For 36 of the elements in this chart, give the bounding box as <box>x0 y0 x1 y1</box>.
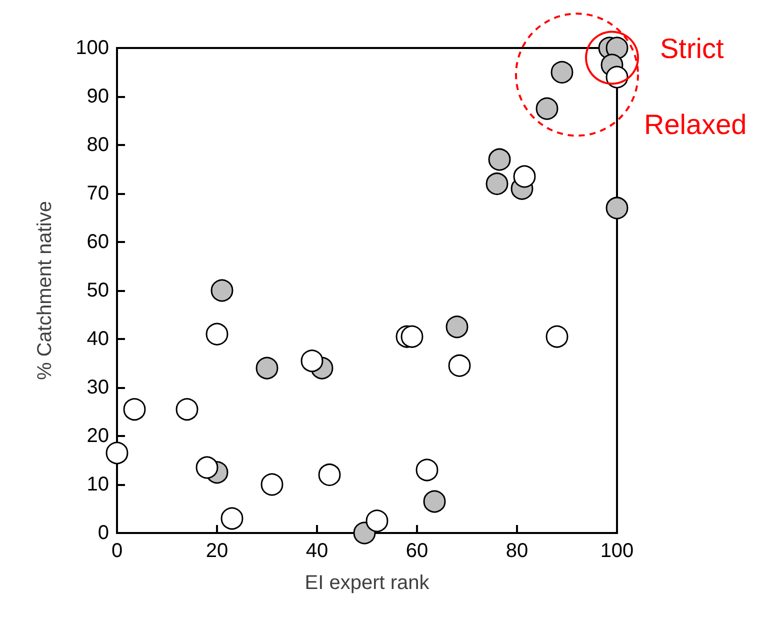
annotation: Relaxed <box>644 109 747 140</box>
point <box>300 350 324 372</box>
point <box>486 172 508 196</box>
y-tick-label: 10 <box>86 474 109 496</box>
point <box>106 442 128 464</box>
y-tick-label: 30 <box>86 376 109 398</box>
x-axis-title: EI expert rank <box>304 572 430 594</box>
point <box>536 97 558 120</box>
point <box>400 325 424 348</box>
y-axis-title: % Catchment native <box>34 201 56 380</box>
point <box>550 61 574 84</box>
annotation: Strict <box>660 33 724 64</box>
x-tick-label: 60 <box>406 540 428 562</box>
point <box>513 165 536 188</box>
y-tick-label: 50 <box>86 280 109 302</box>
y-tick-label: 90 <box>86 86 109 108</box>
point <box>366 510 388 532</box>
point <box>423 490 446 513</box>
y-tick-label: 0 <box>98 522 109 544</box>
point <box>210 279 234 302</box>
point <box>446 316 468 338</box>
x-tick-label: 0 <box>111 540 123 562</box>
point <box>256 356 278 380</box>
point <box>606 196 628 220</box>
x-tick-label: 40 <box>306 540 328 562</box>
x-tick-label: 80 <box>506 540 528 562</box>
y-tick-label: 100 <box>76 37 109 59</box>
y-tick-label: 40 <box>86 328 109 350</box>
y-tick-label: 70 <box>86 182 109 204</box>
point <box>196 456 218 479</box>
x-tick-label: 20 <box>206 540 228 562</box>
point <box>488 148 511 171</box>
x-tick-label: 100 <box>600 540 634 562</box>
y-tick-label: 60 <box>86 231 109 253</box>
y-tick-label: 80 <box>86 134 109 156</box>
y-tick-label: 20 <box>86 425 109 447</box>
